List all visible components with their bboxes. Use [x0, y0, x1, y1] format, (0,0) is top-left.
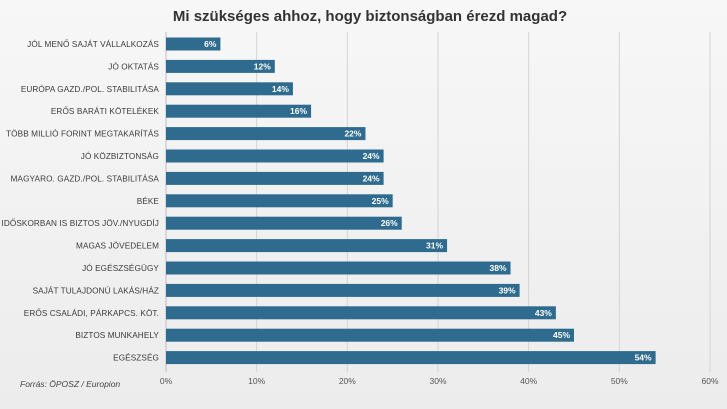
x-axis-ticks: 0% 10% 20% 30% 40% 50% 60% — [160, 376, 719, 386]
data-label: 38% — [490, 263, 507, 273]
category-label: JÓ OKTATÁS — [108, 61, 159, 71]
category-label: BIZTOS MUNKAHELY — [75, 331, 159, 340]
bar — [166, 82, 293, 96]
x-tick-label: 40% — [520, 376, 537, 386]
x-tick-label: 20% — [339, 376, 356, 386]
data-label: 22% — [344, 129, 361, 139]
data-label: 16% — [290, 106, 307, 116]
data-label: 26% — [381, 218, 398, 228]
data-label: 54% — [635, 353, 652, 363]
category-label: SAJÁT TULAJDONÚ LAKÁS/HÁZ — [33, 285, 159, 295]
bar — [166, 328, 574, 342]
category-labels: JÓL MENŐ SAJÁT VÁLLALKOZÁS JÓ OKTATÁS EURÓ… — [1, 39, 159, 363]
x-tick-label: 0% — [160, 376, 173, 386]
data-label: 24% — [363, 151, 380, 161]
data-label: 6% — [204, 39, 217, 49]
bar-layer: 6% 12% 14% 16% 22% 24% 24% 25% 26% 31% 38% 39% 43% 45… — [166, 37, 656, 365]
x-tick-label: 30% — [429, 376, 446, 386]
category-label: EURÓPA GAZD./POL. STABILITÁSA — [21, 84, 160, 94]
source-note: Forrás: ÖPOSZ / Europion — [20, 379, 120, 389]
data-label: 24% — [363, 173, 380, 183]
data-label: 39% — [499, 285, 516, 295]
x-tick-label: 10% — [248, 376, 265, 386]
bar — [166, 261, 511, 275]
chart-title: Mi szükséges ahhoz, hogy biztonságban ér… — [173, 8, 567, 25]
category-label: JÓL MENŐ SAJÁT VÁLLALKOZÁS — [27, 39, 159, 49]
category-label: MAGAS JÖVEDELEM — [76, 241, 159, 251]
category-label: ERŐS CSALÁDI, PÁRKAPCS. KÖT. — [24, 308, 159, 318]
data-label: 45% — [553, 330, 570, 340]
data-label: 12% — [254, 61, 271, 71]
x-tick-label: 60% — [701, 376, 718, 386]
bar — [166, 104, 312, 118]
bar — [166, 351, 656, 365]
bar — [166, 194, 393, 208]
category-label: BÉKE — [137, 196, 160, 206]
data-label: 25% — [372, 196, 389, 206]
data-label: 43% — [535, 308, 552, 318]
category-label: JÓ KÖZBIZTONSÁG — [81, 151, 159, 161]
bar — [166, 283, 520, 297]
data-label: 31% — [426, 241, 443, 251]
x-tick-label: 50% — [611, 376, 628, 386]
bar — [166, 306, 556, 320]
bar — [166, 59, 275, 73]
category-label: JÓ EGÉSZSÉGÜGY — [82, 263, 159, 273]
bar — [166, 37, 221, 51]
bar — [166, 239, 448, 253]
bar — [166, 171, 384, 185]
data-label: 14% — [272, 84, 289, 94]
category-label: TÖBB MILLIÓ FORINT MEGTAKARÍTÁS — [6, 129, 159, 139]
category-label: EGÉSZSÉG — [113, 353, 159, 363]
bar — [166, 216, 402, 230]
bar — [166, 127, 366, 141]
bar — [166, 149, 384, 163]
category-label: MAGYARO. GAZD./POL. STABILITÁSA — [11, 173, 160, 183]
category-label: ERŐS BARÁTI KÖTELÉKEK — [51, 106, 160, 116]
category-label: IDŐSKORBAN IS BIZTOS JÖV./NYUGDÍJ — [1, 218, 159, 228]
